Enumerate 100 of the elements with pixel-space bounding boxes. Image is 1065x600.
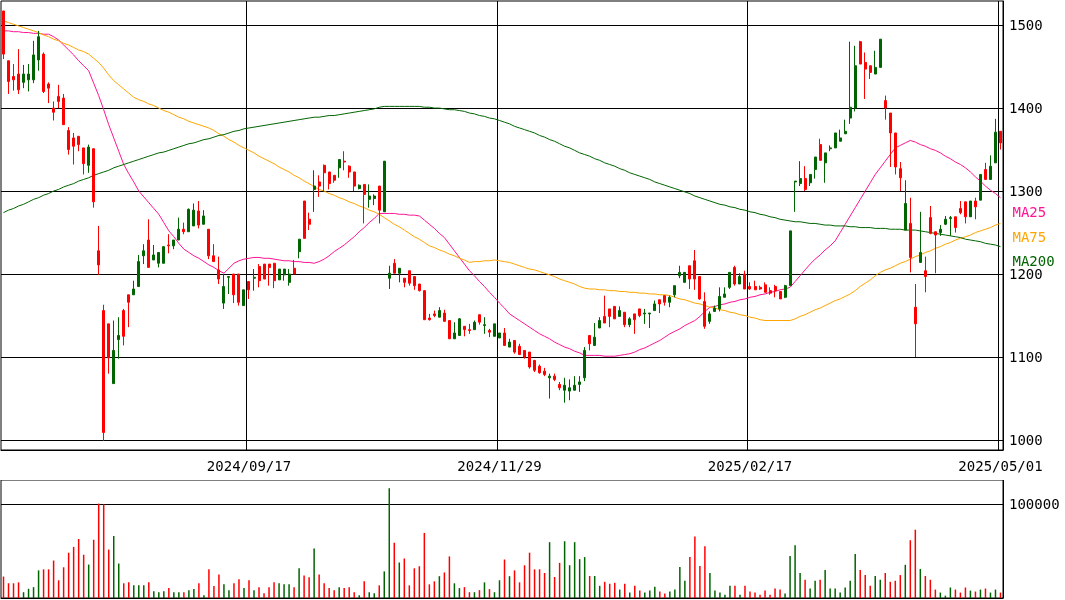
candlestick [698,276,701,301]
series-label: MA200 [1012,252,1055,269]
candlestick [403,277,406,288]
candlestick [774,284,777,298]
candlestick [167,233,170,254]
candlestick [864,51,867,100]
candlestick [633,313,636,335]
candlestick [879,38,882,68]
candlestick [132,280,135,296]
candlestick [849,41,852,125]
candlestick [438,306,441,318]
candlestick [328,171,331,190]
candlestick [909,197,912,273]
candlestick [498,332,501,339]
candlestick [478,314,481,326]
candlestick [463,325,466,337]
candlestick [87,144,90,174]
candlestick [202,209,205,225]
candlestick [804,165,807,192]
candlestick [177,217,180,241]
candlestick [117,316,120,360]
y-tick-label: 1400 [1009,100,1043,117]
candlestick [979,173,982,201]
candlestick [137,254,140,287]
candlestick [207,228,210,260]
candlestick [668,295,671,308]
candlestick [929,205,932,235]
candlestick [483,316,486,335]
candlestick [673,285,676,298]
candlestick [368,183,371,209]
candlestick [678,265,681,279]
candlestick [383,160,386,213]
candlestick [32,40,35,84]
candlestick [278,268,281,281]
candlestick [548,373,551,400]
candlestick [733,265,736,287]
candlestick [52,100,55,122]
candlestick [473,320,476,331]
candlestick [999,130,1002,151]
candlestick [72,132,75,165]
candlestick [743,270,746,290]
candlestick [969,200,972,218]
candlestick [603,295,606,324]
candlestick [247,281,250,300]
candlestick [513,339,516,355]
candlestick [433,310,436,318]
candlestick [237,273,240,307]
candlestick [949,215,952,237]
candlestick [894,132,897,175]
candlestick [573,375,576,391]
candlestick [378,185,381,224]
candlestick [147,218,150,268]
candlestick [323,164,326,192]
candlestick [718,286,721,312]
candlestick [568,378,571,401]
candlestick [874,50,877,75]
x-tick-label: 2024/09/17 [206,458,292,474]
candlestick [448,320,451,340]
candlestick [663,295,666,307]
candlestick [122,308,125,346]
candlestick [288,268,291,287]
candlestick [313,169,316,213]
candlestick [343,150,346,171]
candlestick [824,152,827,184]
candlestick [809,173,812,187]
candlestick [563,377,566,404]
candlestick [17,48,20,95]
y-tick-label: 1300 [1009,183,1043,200]
candlestick [242,289,245,307]
candlestick [363,183,366,224]
candlestick [12,63,15,92]
candlestick [959,200,962,215]
candlestick [127,294,130,328]
y-tick-label: 1100 [1009,349,1043,366]
candlestick [899,161,902,192]
candlestick [588,334,591,351]
candlestick [884,95,887,121]
candlestick [7,60,10,95]
candlestick [799,160,802,187]
series-label: MA75 [1012,229,1047,246]
candlestick [658,299,661,314]
candlestick [854,45,857,112]
candlestick [693,249,696,291]
candlestick [869,65,872,80]
candlestick [764,281,767,293]
candlestick [253,268,256,292]
candlestick [408,270,411,287]
candlestick [784,284,787,299]
candlestick [598,316,601,329]
candlestick [418,283,421,292]
candlestick [388,265,391,290]
candlestick [22,64,25,89]
candlestick [217,256,220,285]
candlestick [819,138,822,161]
candlestick [258,263,261,288]
candlestick [453,321,456,340]
candlestick [283,268,286,282]
candlestick [723,286,726,298]
candlestick [303,200,306,239]
candlestick [834,132,837,149]
